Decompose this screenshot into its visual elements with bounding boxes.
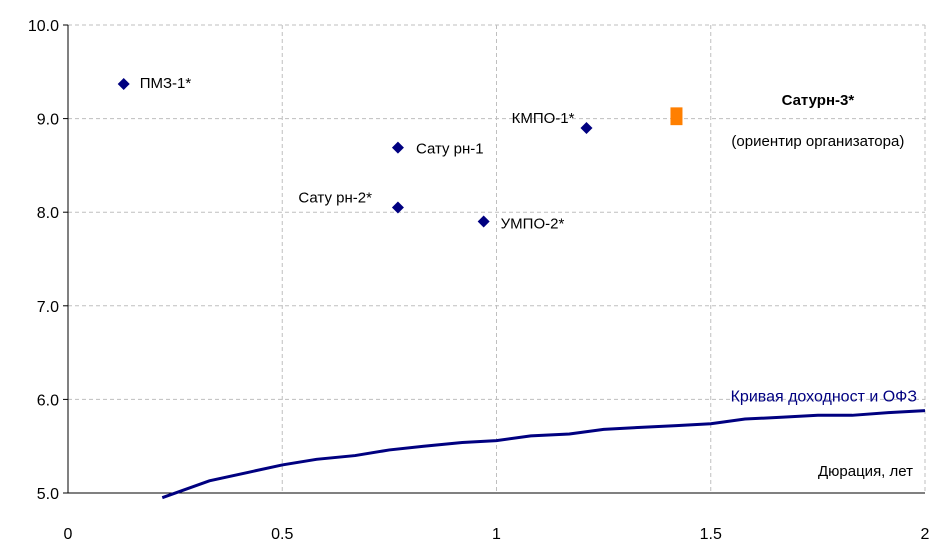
yield-curve: Кривая доходност и ОФЗ	[161, 388, 926, 500]
point-label: Сату рн-2*	[298, 190, 372, 207]
highlight-point: Сатурн-3* (ориентир организатора)	[670, 92, 904, 150]
y-tick-label: 10.0	[28, 18, 59, 35]
x-tick-label: 1.5	[700, 526, 722, 543]
highlight-label: Сатурн-3*	[782, 92, 855, 109]
data-points: ПМЗ-1* Сату рн-1 Сату рн-2* УМПО-2* КМПО-1*	[117, 75, 593, 233]
y-tick-label: 6.0	[37, 392, 59, 409]
y-tick-label: 9.0	[37, 112, 59, 129]
point-marker	[580, 121, 593, 134]
x-tick-label: 0	[64, 526, 73, 543]
point-label: КМПО-1*	[512, 110, 575, 127]
x-axis-label: Дюрация, лет	[818, 463, 913, 480]
y-tick-label: 5.0	[37, 486, 59, 503]
point-marker	[391, 201, 404, 214]
point-marker	[391, 141, 404, 154]
point-marker	[117, 77, 130, 90]
x-tick-label: 1	[492, 526, 501, 543]
point-label: Сату рн-1	[416, 141, 484, 158]
y-tick-label: 8.0	[37, 205, 59, 222]
grid	[68, 24, 926, 493]
highlight-note: (ориентир организатора)	[731, 133, 904, 150]
point-label: УМПО-2*	[501, 216, 565, 233]
point-label: ПМЗ-1*	[140, 75, 192, 92]
tick-labels: 5.0 6.0 7.0 8.0 9.0 10.0 0 0.5 1 1.5 2	[28, 18, 930, 543]
point-marker	[477, 215, 490, 228]
yield-curve-line	[161, 409, 926, 500]
x-tick-label: 2	[921, 526, 930, 543]
yield-curve-label: Кривая доходност и ОФЗ	[731, 388, 917, 405]
x-tick-label: 0.5	[271, 526, 293, 543]
highlight-marker	[670, 107, 683, 126]
y-tick-label: 7.0	[37, 299, 59, 316]
axes	[67, 25, 925, 494]
